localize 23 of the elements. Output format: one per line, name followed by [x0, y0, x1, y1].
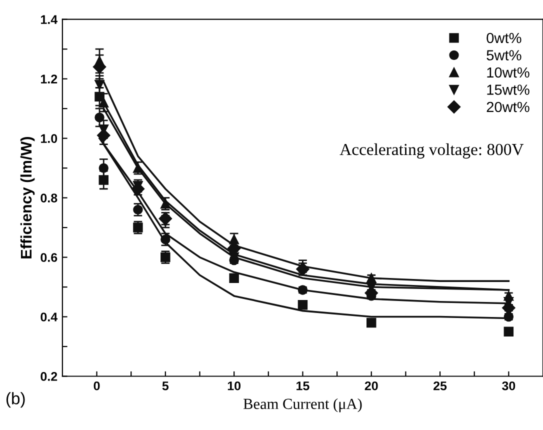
y-tick-label: 0.8	[40, 194, 58, 202]
x-axis-title: Beam Current (μA)	[243, 398, 362, 412]
text: (b)	[6, 392, 25, 408]
y-tick-label: 0.4	[40, 312, 58, 322]
x-tick-label: 30	[502, 381, 516, 390]
legend-label: 20wt%	[486, 102, 530, 112]
legend-label: 0wt%	[486, 32, 522, 44]
x-tick-label: 20	[364, 381, 378, 390]
legend-label: 15wt%	[487, 84, 530, 95]
x-tick-label: 15	[296, 382, 310, 390]
x-tick-label: 25	[434, 381, 447, 390]
legend-label: 5wt%	[486, 50, 522, 60]
x-tick-label: 10	[228, 381, 241, 390]
x-tick-label: 5	[162, 382, 169, 390]
y-tick-label: 1.2	[40, 74, 58, 84]
y-tick-label: 1.0	[40, 134, 58, 143]
y-axis-title: Efficiency (lm/W)	[20, 137, 35, 258]
y-tick-label: 0.6	[40, 253, 58, 262]
annotation: Accelerating voltage: 800V	[340, 143, 524, 159]
legend-label: 10wt%	[487, 67, 530, 78]
x-tick-label: 0	[94, 381, 100, 390]
y-tick-label: 1.4	[40, 15, 58, 24]
y-tick-label: 0.2	[40, 372, 58, 381]
